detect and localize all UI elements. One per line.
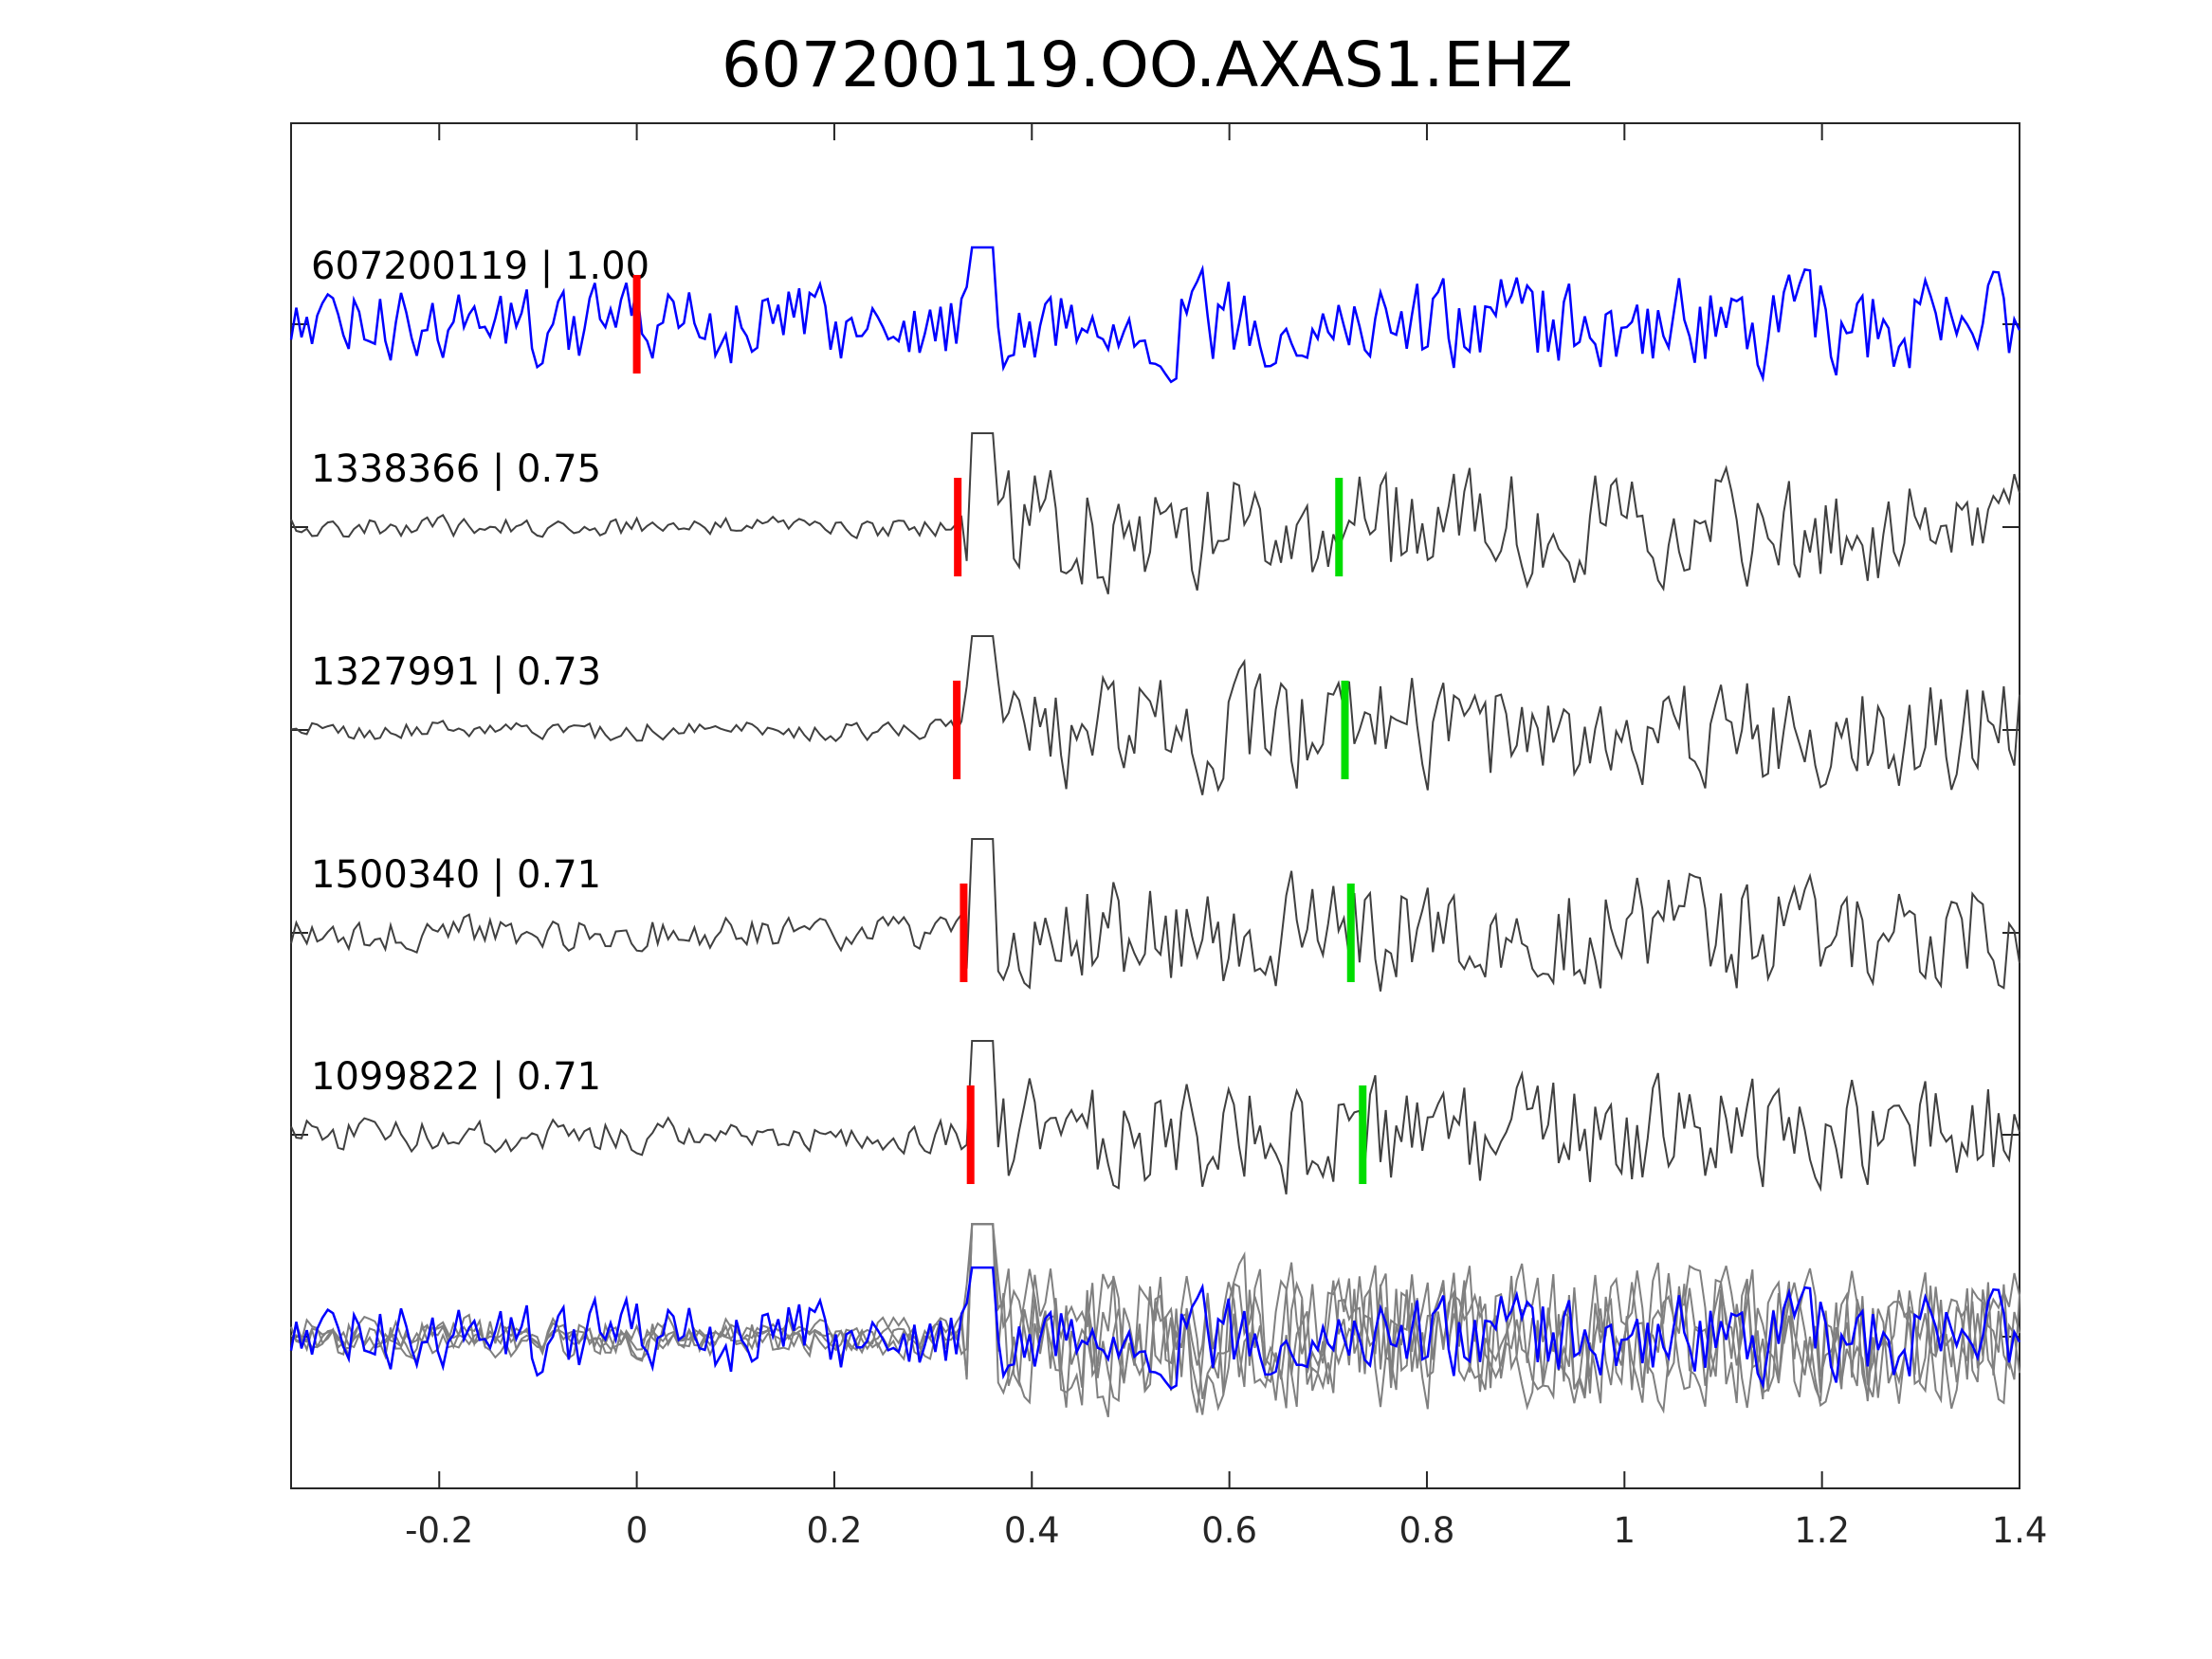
x-tick-label: 0.4: [1004, 1510, 1060, 1551]
waveform-trace: [290, 432, 2020, 594]
stacked-trace: [290, 1223, 2020, 1408]
waveform-trace: [290, 635, 2020, 795]
chart-title: 607200119.OO.AXAS1.EHZ: [721, 28, 1574, 101]
x-tick-label: 0.6: [1201, 1510, 1257, 1551]
x-tick-label: 0.2: [807, 1510, 863, 1551]
x-tick-label: 1: [1614, 1510, 1636, 1551]
stacked-template-trace: [289, 1266, 2021, 1391]
waveform-trace: [290, 838, 2020, 992]
axes-box: [290, 122, 2020, 1489]
stacked-trace: [290, 1223, 2020, 1409]
x-tick-label: 0: [626, 1510, 649, 1551]
waveform-trace: [290, 1040, 2020, 1194]
stacked-trace: [290, 1223, 2020, 1415]
x-tick-label: -0.2: [405, 1510, 473, 1551]
trace-label: 1327991 | 0.73: [311, 650, 601, 694]
trace-label: 1500340 | 0.71: [311, 853, 601, 897]
x-tick-label: 0.8: [1399, 1510, 1455, 1551]
waveform-trace: [289, 246, 2021, 384]
trace-label: 607200119 | 1.00: [311, 245, 649, 288]
trace-label: 1099822 | 0.71: [311, 1055, 601, 1099]
trace-label: 1338366 | 0.75: [311, 447, 601, 491]
x-tick-label: 1.2: [1794, 1510, 1850, 1551]
x-tick-label: 1.4: [1992, 1510, 2048, 1551]
